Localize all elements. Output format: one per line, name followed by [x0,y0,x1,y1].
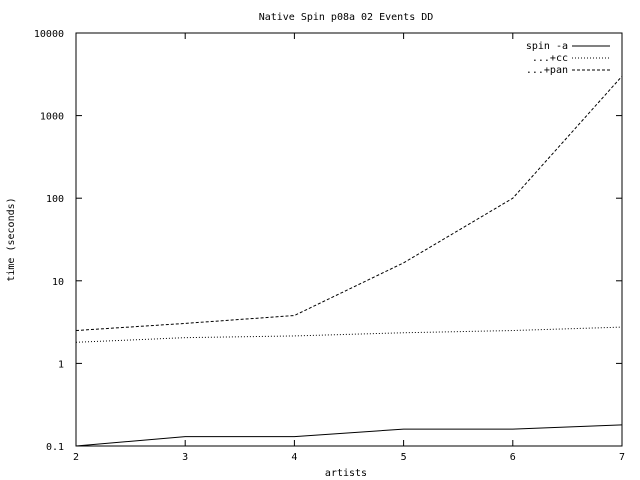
y-axis-label: time (seconds) [6,197,17,281]
x-tick-label-5: 5 [401,452,407,463]
y-tick-label-1: 1 [58,359,64,370]
x-tick-label-6: 6 [510,452,516,463]
x-tick-label-3: 3 [182,452,188,463]
y-tick-label-0: 0.1 [46,442,64,453]
legend-label-1: ...+cc [532,53,568,64]
y-tick-label-5: 10000 [34,29,64,40]
y-tick-label-2: 10 [52,277,64,288]
legend-label-2: ...+pan [526,65,568,76]
legend-label-0: spin -a [526,41,568,52]
x-tick-label-7: 7 [619,452,625,463]
x-tick-label-4: 4 [291,452,297,463]
chart-title: Native Spin p08a 02 Events DD [259,12,434,23]
y-tick-label-3: 100 [46,194,64,205]
x-tick-label-2: 2 [73,452,79,463]
y-tick-label-4: 1000 [40,112,64,123]
x-axis-label: artists [325,468,367,479]
